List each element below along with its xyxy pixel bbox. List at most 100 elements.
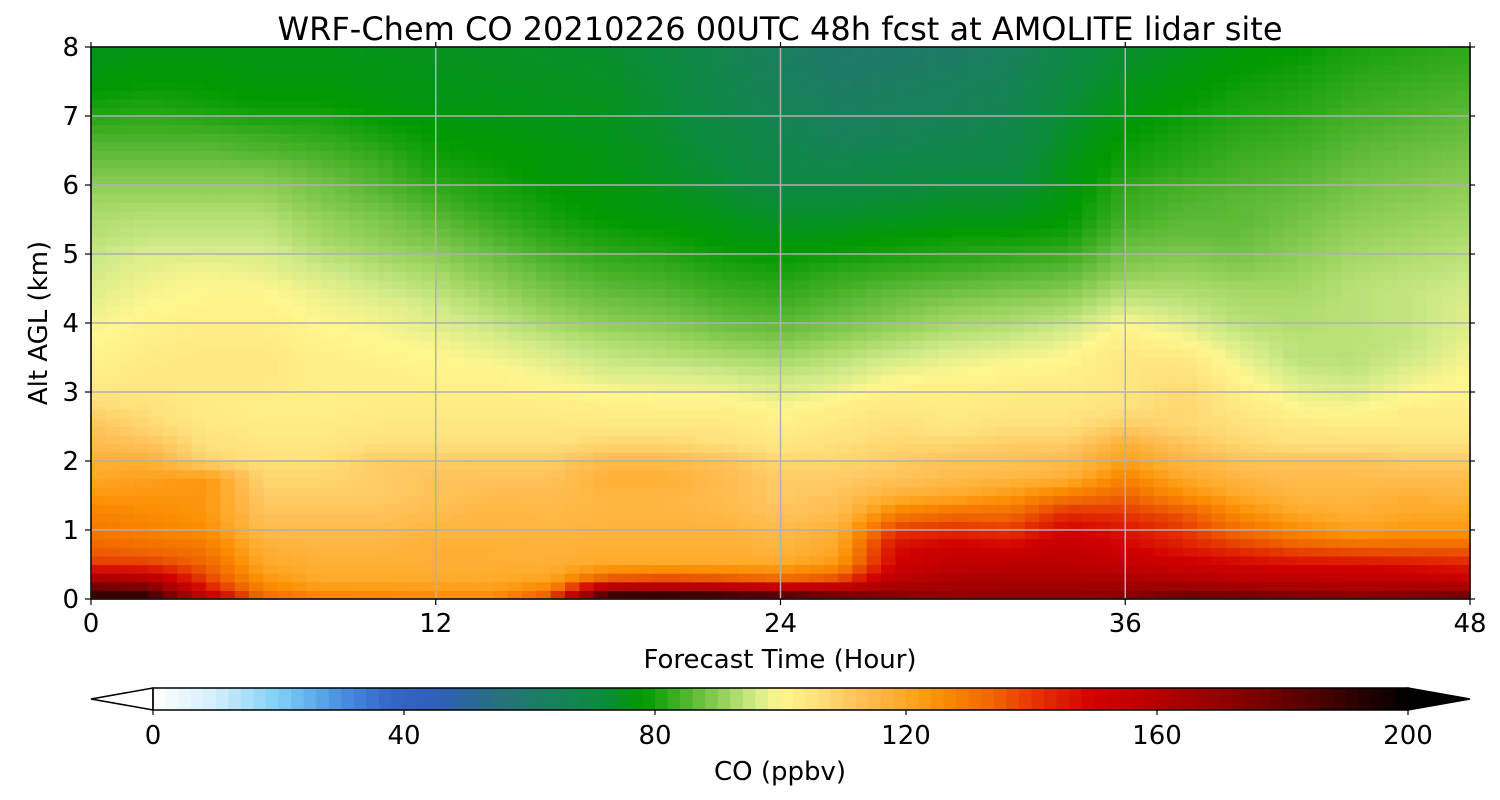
- heatmap-cell: [392, 504, 408, 514]
- heatmap-cell: [363, 340, 379, 350]
- heatmap-cell: [751, 314, 767, 324]
- heatmap-cell: [723, 219, 738, 229]
- heatmap-cell: [1383, 564, 1399, 574]
- heatmap-cell: [823, 374, 839, 384]
- heatmap-cell: [1326, 271, 1342, 281]
- heatmap-cell: [1398, 461, 1414, 471]
- heatmap-cell: [148, 348, 164, 359]
- heatmap-cell: [636, 530, 652, 540]
- heatmap-cell: [809, 297, 825, 307]
- heatmap-cell: [909, 400, 925, 410]
- heatmap-cell: [435, 288, 451, 298]
- heatmap-cell: [751, 202, 767, 212]
- heatmap-cell: [579, 417, 595, 428]
- heatmap-cell: [162, 219, 178, 229]
- heatmap-cell: [909, 262, 925, 272]
- heatmap-cell: [1297, 193, 1313, 203]
- heatmap-cell: [392, 340, 408, 350]
- heatmap-cell: [1168, 228, 1184, 238]
- heatmap-cell: [1355, 305, 1371, 315]
- heatmap-cell: [1340, 555, 1356, 566]
- heatmap-cell: [249, 504, 264, 514]
- heatmap-cell: [608, 495, 624, 505]
- heatmap-cell: [723, 366, 738, 376]
- heatmap-cell: [1369, 210, 1385, 221]
- heatmap-cell: [665, 530, 681, 540]
- heatmap-cell: [579, 262, 595, 272]
- heatmap-cell: [1182, 452, 1198, 462]
- heatmap-cell: [751, 530, 767, 540]
- heatmap-cell: [809, 374, 825, 384]
- heatmap-cell: [292, 504, 308, 514]
- heatmap-cell: [1010, 357, 1026, 367]
- heatmap-cell: [421, 392, 437, 402]
- heatmap-cell: [981, 185, 997, 195]
- heatmap-cell: [938, 530, 954, 540]
- heatmap-cell: [1082, 314, 1098, 324]
- heatmap-cell: [809, 590, 825, 600]
- heatmap-cell: [1283, 417, 1299, 428]
- heatmap-cell: [665, 219, 681, 229]
- heatmap-cell: [349, 279, 365, 290]
- heatmap-cell: [1182, 426, 1198, 436]
- heatmap-cell: [622, 417, 638, 428]
- heatmap-cell: [565, 486, 580, 497]
- heatmap-cell: [766, 426, 782, 436]
- heatmap-cell: [1139, 357, 1155, 367]
- heatmap-cell: [1383, 495, 1399, 505]
- heatmap-cell: [1311, 219, 1327, 229]
- heatmap-cell: [708, 426, 724, 436]
- heatmap-cell: [1153, 374, 1169, 384]
- heatmap-cell: [1010, 555, 1026, 566]
- heatmap-cell: [1254, 219, 1270, 229]
- heatmap-cell: [292, 331, 308, 341]
- heatmap-cell: [162, 469, 178, 479]
- heatmap-cell: [1297, 297, 1313, 307]
- heatmap-cell: [162, 581, 178, 591]
- heatmap-cell: [579, 374, 595, 384]
- heatmap-cell: [1096, 374, 1112, 384]
- heatmap-cell: [320, 392, 336, 402]
- heatmap-cell: [1153, 245, 1169, 255]
- heatmap-cell: [679, 348, 695, 359]
- heatmap-cell: [995, 452, 1011, 462]
- heatmap-cell: [1067, 219, 1083, 229]
- heatmap-cell: [1268, 271, 1284, 281]
- heatmap-cell: [1355, 210, 1371, 221]
- heatmap-cell: [205, 383, 221, 393]
- heatmap-cell: [1369, 486, 1385, 497]
- heatmap-cell: [967, 305, 983, 315]
- heatmap-cell: [521, 469, 537, 479]
- heatmap-cell: [263, 392, 279, 402]
- heatmap-cell: [1211, 495, 1227, 505]
- heatmap-cell: [881, 417, 897, 428]
- heatmap-cell: [1039, 374, 1055, 384]
- heatmap-cell: [349, 288, 365, 298]
- heatmap-cell: [780, 443, 796, 453]
- heatmap-cell: [1240, 409, 1256, 419]
- heatmap-cell: [407, 193, 422, 203]
- heatmap-cell: [1254, 564, 1270, 574]
- heatmap-cell: [435, 150, 451, 160]
- heatmap-cell: [507, 185, 523, 195]
- heatmap-cell: [1039, 512, 1055, 522]
- heatmap-cell: [1110, 210, 1126, 221]
- heatmap-cell: [407, 210, 422, 221]
- heatmap-cell: [1110, 245, 1126, 255]
- heatmap-cell: [924, 573, 940, 583]
- heatmap-cell: [521, 331, 537, 341]
- heatmap-cell: [1039, 555, 1055, 566]
- heatmap-cell: [1024, 409, 1040, 419]
- heatmap-cell: [1426, 374, 1442, 384]
- heatmap-cell: [593, 573, 609, 583]
- heatmap-cell: [1139, 426, 1155, 436]
- heatmap-cell: [809, 573, 825, 583]
- heatmap-cell: [866, 331, 882, 341]
- heatmap-cell: [205, 210, 221, 221]
- heatmap-cell: [995, 392, 1011, 402]
- heatmap-cell: [794, 521, 810, 531]
- heatmap-cell: [1096, 409, 1112, 419]
- heatmap-cell: [119, 254, 135, 264]
- heatmap-cell: [981, 504, 997, 514]
- heatmap-cell: [1240, 461, 1256, 471]
